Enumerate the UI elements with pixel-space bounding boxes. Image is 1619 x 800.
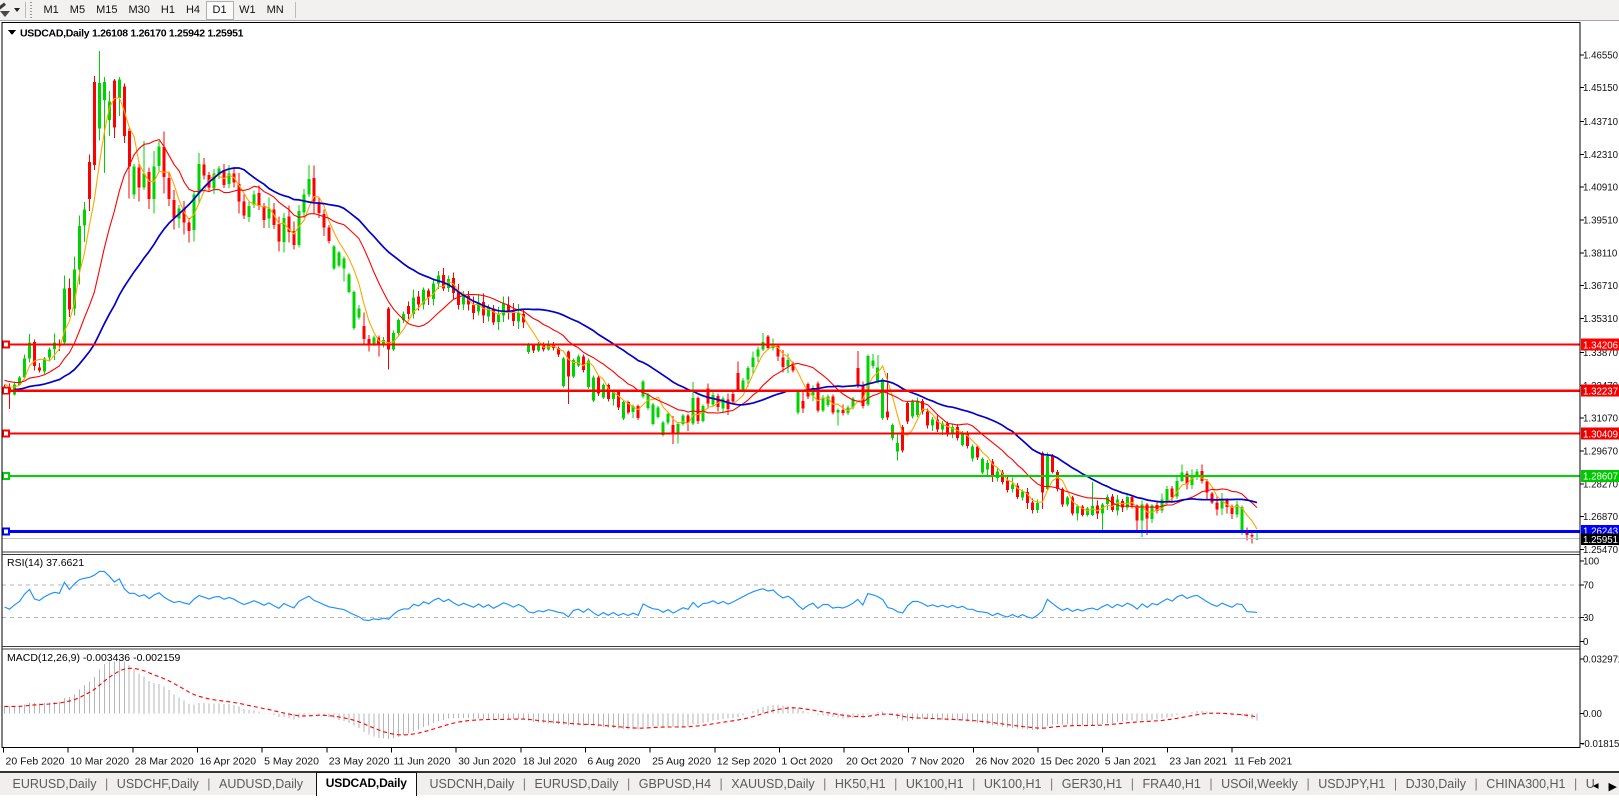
svg-text:1.26870: 1.26870	[1583, 512, 1619, 523]
svg-text:20 Feb 2020: 20 Feb 2020	[6, 756, 65, 768]
svg-text:25 Aug 2020: 25 Aug 2020	[652, 756, 711, 768]
svg-text:0: 0	[1583, 637, 1589, 648]
svg-text:1.40910: 1.40910	[1583, 183, 1619, 194]
svg-text:1.34206: 1.34206	[1583, 340, 1618, 351]
svg-text:RSI(14) 37.6621: RSI(14) 37.6621	[7, 557, 84, 569]
svg-text:5 May 2020: 5 May 2020	[264, 756, 319, 768]
svg-text:1.30409: 1.30409	[1583, 429, 1618, 440]
svg-text:23 Jan 2021: 23 Jan 2021	[1169, 756, 1227, 768]
svg-text:15 Dec 2020: 15 Dec 2020	[1040, 756, 1100, 768]
svg-text:1.32237: 1.32237	[1583, 387, 1618, 398]
svg-text:1.25470: 1.25470	[1583, 545, 1619, 556]
svg-text:-0.018159: -0.018159	[1581, 739, 1619, 750]
svg-text:100: 100	[1583, 557, 1600, 568]
svg-text:5 Jan 2021: 5 Jan 2021	[1105, 756, 1157, 768]
svg-text:1.31070: 1.31070	[1583, 414, 1619, 425]
svg-text:1.43710: 1.43710	[1583, 117, 1619, 128]
svg-text:USDCAD,Daily 1.26108 1.26170: USDCAD,Daily 1.26108 1.26170 1.25942 1.2…	[20, 28, 244, 40]
svg-text:12 Sep 2020: 12 Sep 2020	[717, 756, 777, 768]
svg-text:1.36710: 1.36710	[1583, 281, 1619, 292]
svg-text:1.45150: 1.45150	[1583, 83, 1619, 94]
svg-text:1.25951: 1.25951	[1583, 535, 1618, 546]
svg-text:1.39510: 1.39510	[1583, 216, 1619, 227]
svg-text:30: 30	[1583, 613, 1594, 624]
svg-text:1.28607: 1.28607	[1583, 472, 1618, 483]
svg-text:0.032972: 0.032972	[1583, 654, 1619, 665]
svg-text:7 Nov 2020: 7 Nov 2020	[911, 756, 965, 768]
svg-text:11 Jun 2020: 11 Jun 2020	[394, 756, 451, 768]
svg-text:1.26243: 1.26243	[1583, 527, 1618, 538]
svg-text:1.35310: 1.35310	[1583, 314, 1619, 325]
svg-text:28 Mar 2020: 28 Mar 2020	[135, 756, 194, 768]
svg-text:6 Aug 2020: 6 Aug 2020	[587, 756, 640, 768]
svg-text:20 Oct 2020: 20 Oct 2020	[846, 756, 903, 768]
svg-text:11 Feb 2021: 11 Feb 2021	[1234, 756, 1292, 768]
svg-text:70: 70	[1583, 581, 1594, 592]
svg-text:1 Oct 2020: 1 Oct 2020	[781, 756, 833, 768]
svg-text:1.38110: 1.38110	[1583, 248, 1618, 259]
svg-text:30 Jun 2020: 30 Jun 2020	[458, 756, 516, 768]
svg-text:0.00: 0.00	[1583, 709, 1602, 720]
svg-text:18 Jul 2020: 18 Jul 2020	[523, 756, 577, 768]
svg-text:1.29670: 1.29670	[1583, 447, 1619, 458]
svg-text:16 Apr 2020: 16 Apr 2020	[200, 756, 257, 768]
svg-text:23 May 2020: 23 May 2020	[329, 756, 390, 768]
svg-text:1.33870: 1.33870	[1583, 348, 1619, 359]
svg-text:1.28270: 1.28270	[1583, 479, 1619, 490]
svg-text:26 Nov 2020: 26 Nov 2020	[975, 756, 1035, 768]
svg-text:10 Mar 2020: 10 Mar 2020	[70, 756, 129, 768]
svg-text:1.46550: 1.46550	[1583, 50, 1619, 61]
svg-text:1.42310: 1.42310	[1583, 150, 1619, 161]
svg-text:MACD(12,26,9) -0.003436 -0.002: MACD(12,26,9) -0.003436 -0.002159	[7, 652, 181, 664]
